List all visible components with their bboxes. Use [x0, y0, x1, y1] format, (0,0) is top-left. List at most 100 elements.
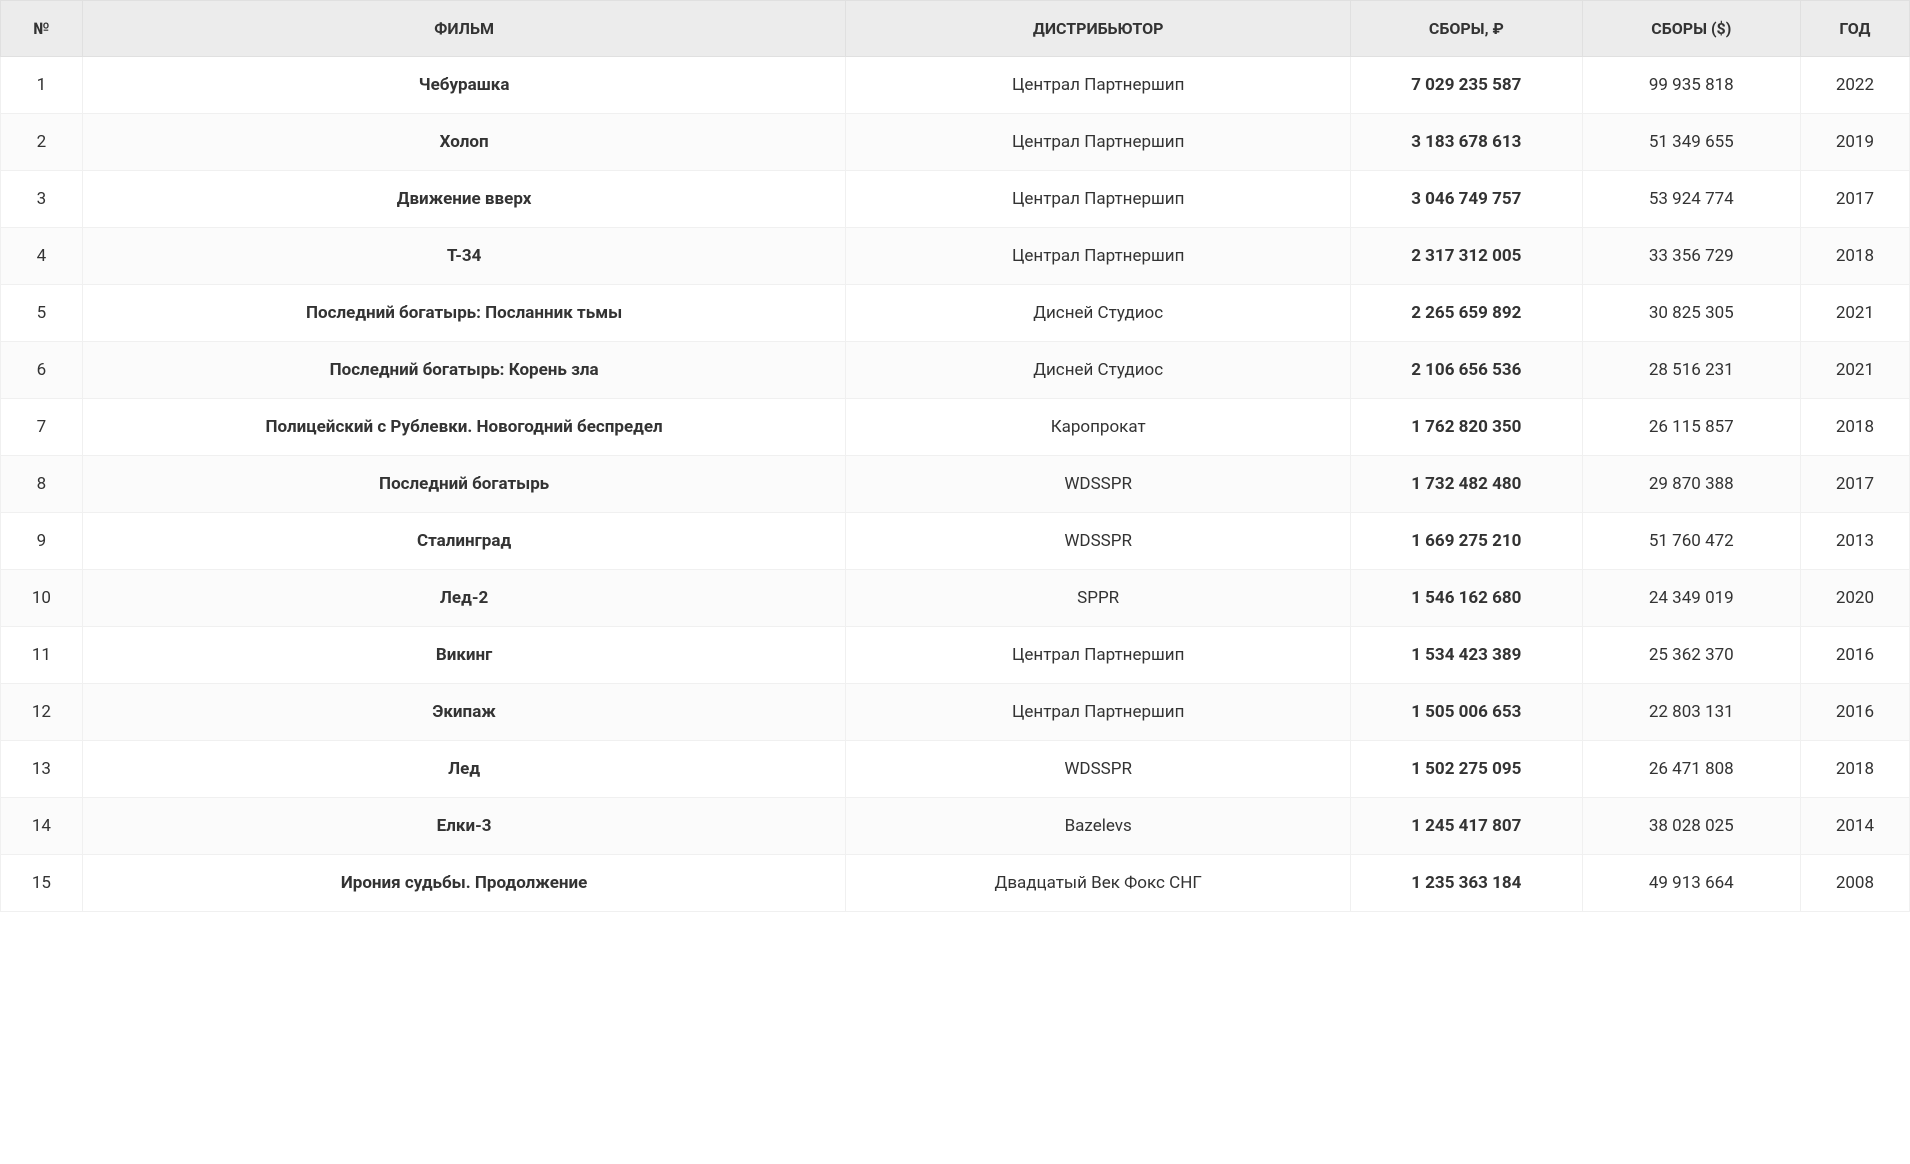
cell-usd: 38 028 025: [1582, 798, 1800, 855]
cell-film[interactable]: Холоп: [82, 114, 846, 171]
cell-film[interactable]: Чебурашка: [82, 57, 846, 114]
table-row: 12ЭкипажЦентрал Партнершип1 505 006 6532…: [1, 684, 1910, 741]
header-year[interactable]: ГОД: [1800, 1, 1909, 57]
cell-year: 2019: [1800, 114, 1909, 171]
cell-rub: 1 245 417 807: [1350, 798, 1582, 855]
cell-film[interactable]: Сталинград: [82, 513, 846, 570]
cell-usd: 53 924 774: [1582, 171, 1800, 228]
cell-usd: 28 516 231: [1582, 342, 1800, 399]
cell-num: 12: [1, 684, 83, 741]
cell-year: 2018: [1800, 228, 1909, 285]
cell-usd: 25 362 370: [1582, 627, 1800, 684]
cell-distributor[interactable]: Двадцатый Век Фокс СНГ: [846, 855, 1351, 912]
cell-distributor[interactable]: WDSSPR: [846, 513, 1351, 570]
cell-num: 10: [1, 570, 83, 627]
cell-year: 2013: [1800, 513, 1909, 570]
cell-usd: 24 349 019: [1582, 570, 1800, 627]
cell-num: 14: [1, 798, 83, 855]
header-usd[interactable]: СБОРЫ ($): [1582, 1, 1800, 57]
cell-distributor[interactable]: Каропрокат: [846, 399, 1351, 456]
table-row: 5Последний богатырь: Посланник тьмыДисне…: [1, 285, 1910, 342]
table-row: 1ЧебурашкаЦентрал Партнершип7 029 235 58…: [1, 57, 1910, 114]
cell-year: 2016: [1800, 627, 1909, 684]
table-row: 2ХолопЦентрал Партнершип3 183 678 61351 …: [1, 114, 1910, 171]
cell-distributor[interactable]: WDSSPR: [846, 456, 1351, 513]
cell-distributor[interactable]: Централ Партнершип: [846, 114, 1351, 171]
cell-rub: 1 546 162 680: [1350, 570, 1582, 627]
cell-film[interactable]: Ирония судьбы. Продолжение: [82, 855, 846, 912]
table-header-row: № ФИЛЬМ ДИСТРИБЬЮТОР СБОРЫ, ₽ СБОРЫ ($) …: [1, 1, 1910, 57]
cell-num: 5: [1, 285, 83, 342]
cell-num: 3: [1, 171, 83, 228]
cell-film[interactable]: Лед-2: [82, 570, 846, 627]
cell-year: 2018: [1800, 399, 1909, 456]
cell-usd: 30 825 305: [1582, 285, 1800, 342]
cell-rub: 1 235 363 184: [1350, 855, 1582, 912]
cell-film[interactable]: Движение вверх: [82, 171, 846, 228]
table-row: 4Т-34Централ Партнершип2 317 312 00533 3…: [1, 228, 1910, 285]
cell-num: 15: [1, 855, 83, 912]
header-film[interactable]: ФИЛЬМ: [82, 1, 846, 57]
cell-rub: 7 029 235 587: [1350, 57, 1582, 114]
cell-rub: 1 669 275 210: [1350, 513, 1582, 570]
cell-distributor[interactable]: Централ Партнершип: [846, 684, 1351, 741]
table-row: 8Последний богатырьWDSSPR1 732 482 48029…: [1, 456, 1910, 513]
table-row: 10Лед-2SPPR1 546 162 68024 349 0192020: [1, 570, 1910, 627]
header-num[interactable]: №: [1, 1, 83, 57]
cell-year: 2008: [1800, 855, 1909, 912]
table-row: 13ЛедWDSSPR1 502 275 09526 471 8082018: [1, 741, 1910, 798]
cell-num: 2: [1, 114, 83, 171]
cell-film[interactable]: Викинг: [82, 627, 846, 684]
cell-distributor[interactable]: Дисней Студиос: [846, 285, 1351, 342]
cell-rub: 2 106 656 536: [1350, 342, 1582, 399]
cell-film[interactable]: Полицейский с Рублевки. Новогодний беспр…: [82, 399, 846, 456]
cell-distributor[interactable]: Дисней Студиос: [846, 342, 1351, 399]
cell-year: 2018: [1800, 741, 1909, 798]
header-distributor[interactable]: ДИСТРИБЬЮТОР: [846, 1, 1351, 57]
cell-num: 13: [1, 741, 83, 798]
cell-distributor[interactable]: Централ Партнершип: [846, 627, 1351, 684]
cell-distributor[interactable]: WDSSPR: [846, 741, 1351, 798]
cell-distributor[interactable]: Bazelevs: [846, 798, 1351, 855]
cell-num: 9: [1, 513, 83, 570]
cell-rub: 1 505 006 653: [1350, 684, 1582, 741]
table-row: 6Последний богатырь: Корень злаДисней Ст…: [1, 342, 1910, 399]
cell-rub: 3 046 749 757: [1350, 171, 1582, 228]
cell-usd: 33 356 729: [1582, 228, 1800, 285]
cell-rub: 3 183 678 613: [1350, 114, 1582, 171]
cell-distributor[interactable]: Централ Партнершип: [846, 171, 1351, 228]
cell-year: 2021: [1800, 285, 1909, 342]
cell-film[interactable]: Экипаж: [82, 684, 846, 741]
table-row: 9СталинградWDSSPR1 669 275 21051 760 472…: [1, 513, 1910, 570]
table-row: 15Ирония судьбы. ПродолжениеДвадцатый Ве…: [1, 855, 1910, 912]
cell-distributor[interactable]: SPPR: [846, 570, 1351, 627]
cell-usd: 26 471 808: [1582, 741, 1800, 798]
header-rub[interactable]: СБОРЫ, ₽: [1350, 1, 1582, 57]
table-row: 3Движение вверхЦентрал Партнершип3 046 7…: [1, 171, 1910, 228]
cell-film[interactable]: Лед: [82, 741, 846, 798]
cell-film[interactable]: Елки-3: [82, 798, 846, 855]
table-row: 11ВикингЦентрал Партнершип1 534 423 3892…: [1, 627, 1910, 684]
cell-usd: 29 870 388: [1582, 456, 1800, 513]
cell-usd: 99 935 818: [1582, 57, 1800, 114]
table-row: 7Полицейский с Рублевки. Новогодний бесп…: [1, 399, 1910, 456]
cell-film[interactable]: Последний богатырь: Корень зла: [82, 342, 846, 399]
cell-distributor[interactable]: Централ Партнершип: [846, 57, 1351, 114]
cell-year: 2017: [1800, 171, 1909, 228]
cell-distributor[interactable]: Централ Партнершип: [846, 228, 1351, 285]
cell-year: 2021: [1800, 342, 1909, 399]
cell-usd: 51 760 472: [1582, 513, 1800, 570]
cell-film[interactable]: Т-34: [82, 228, 846, 285]
cell-film[interactable]: Последний богатырь: Посланник тьмы: [82, 285, 846, 342]
cell-usd: 51 349 655: [1582, 114, 1800, 171]
cell-usd: 26 115 857: [1582, 399, 1800, 456]
cell-rub: 1 732 482 480: [1350, 456, 1582, 513]
cell-usd: 22 803 131: [1582, 684, 1800, 741]
cell-year: 2020: [1800, 570, 1909, 627]
movie-table: № ФИЛЬМ ДИСТРИБЬЮТОР СБОРЫ, ₽ СБОРЫ ($) …: [0, 0, 1910, 912]
cell-num: 4: [1, 228, 83, 285]
table-body: 1ЧебурашкаЦентрал Партнершип7 029 235 58…: [1, 57, 1910, 912]
cell-year: 2016: [1800, 684, 1909, 741]
cell-film[interactable]: Последний богатырь: [82, 456, 846, 513]
cell-year: 2014: [1800, 798, 1909, 855]
